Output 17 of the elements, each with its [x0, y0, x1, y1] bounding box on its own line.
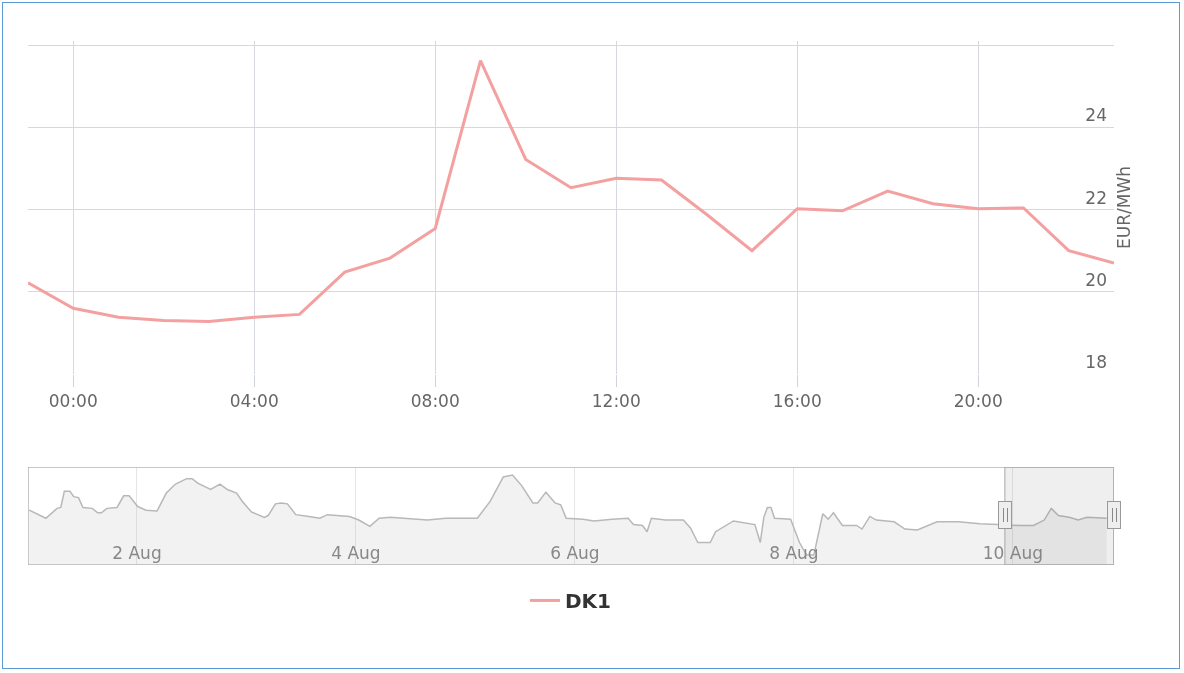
x-tick-label: 16:00	[772, 391, 822, 412]
x-tick-label: 04:00	[229, 391, 279, 412]
y-tick-label: 22	[1085, 187, 1107, 208]
x-tick-label: 08:00	[410, 391, 460, 412]
x-tick-label: 10 Aug	[982, 542, 1043, 563]
x-tick-label: 2 Aug	[112, 542, 162, 563]
x-tick-label: 12:00	[591, 391, 641, 412]
y-tick-label: 24	[1085, 105, 1107, 126]
x-tick-label: 20:00	[953, 391, 1003, 412]
x-tick-label: 6 Aug	[550, 542, 600, 563]
x-tick-label: 00:00	[48, 391, 98, 412]
legend-label: DK1	[565, 589, 612, 614]
y-axis-title: EUR/MWh	[1114, 166, 1135, 249]
x-tick-label: 4 Aug	[331, 542, 381, 563]
x-tick-label: 8 Aug	[769, 542, 819, 563]
y-tick-label: 18	[1085, 352, 1107, 373]
y-tick-label: 20	[1085, 269, 1107, 290]
